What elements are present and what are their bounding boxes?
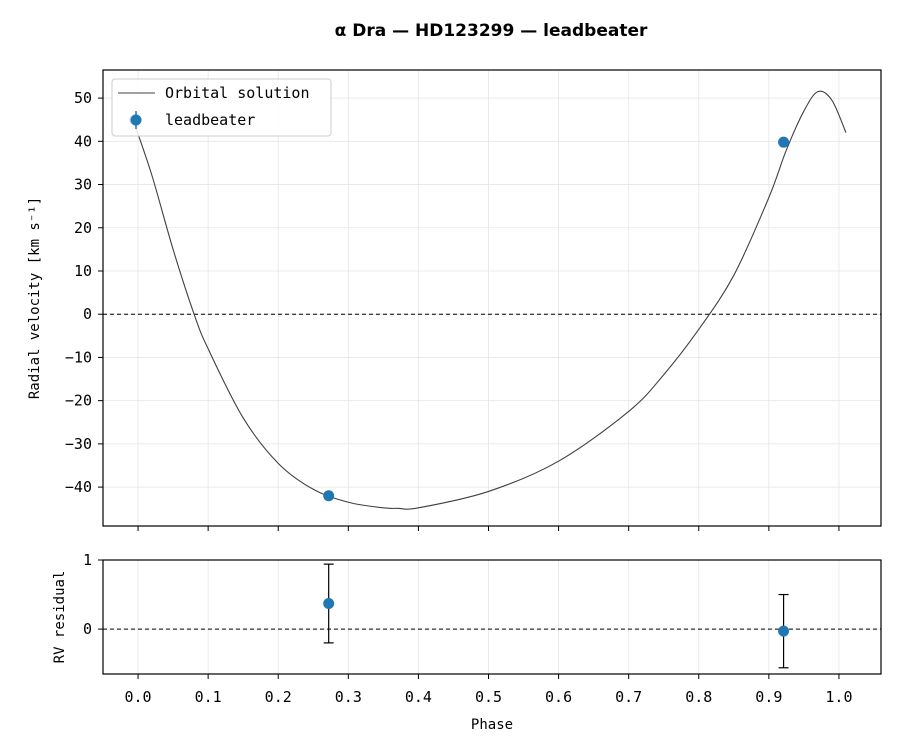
legend: Orbital solution leadbeater [111,78,332,137]
rv-y-tick-label: 50 [74,89,92,107]
x-tick-label: 0.0 [124,688,151,706]
x-tick-label: 0.5 [475,688,502,706]
rv-y-tick-label: −40 [65,478,92,496]
x-tick-label: 0.1 [195,688,222,706]
rv-panel: −40 −30 −20 −10 0 10 20 30 40 50 [65,69,882,531]
x-tick-label: 0.2 [265,688,292,706]
residual-axes-frame [102,559,882,675]
residual-data-point [323,598,335,610]
residual-y-tick-label: 0 [83,620,92,638]
residual-panel: 0.0 0.1 0.2 0.3 0.4 0.5 0.6 0.7 0.8 0.9 1.0 0 1 [83,551,882,706]
rv-y-tick-label: 20 [74,219,92,237]
x-tick-label: 0.4 [405,688,432,706]
x-tick-label: 0.8 [685,688,712,706]
phase-x-axis-label: Phase [471,717,513,733]
rv-y-tick-label: 0 [83,305,92,323]
x-tick-label: 0.7 [615,688,642,706]
rv-y-tick-label: 10 [74,262,92,280]
rv-y-tick-label: 30 [74,176,92,194]
residual-y-axis-label: RV residual [52,571,68,664]
rv-y-tick-label: −10 [65,348,92,366]
orbital-solution-curve [134,90,847,510]
legend-marker-swatch [130,114,142,126]
rv-y-tick-label: −30 [65,435,92,453]
x-tick-label: 0.6 [545,688,572,706]
rv-y-axis-label: Radial velocity [km s⁻¹] [27,197,43,399]
rv-y-tick-label: −20 [65,392,92,410]
residual-data-point [778,625,790,637]
legend-label-orbital-solution: Orbital solution [165,84,310,102]
x-tick-label: 0.3 [335,688,362,706]
rv-data-point [778,136,790,148]
chart-title: α Dra — HD123299 — leadbeater [335,21,648,41]
legend-label-leadbeater: leadbeater [165,111,255,129]
x-tick-label: 0.9 [755,688,782,706]
legend-box [111,78,332,137]
x-tick-label: 1.0 [825,688,852,706]
rv-axes-frame [102,69,882,527]
rv-y-tick-label: 40 [74,132,92,150]
rv-data-point [323,490,335,502]
residual-y-tick-label: 1 [83,551,92,569]
